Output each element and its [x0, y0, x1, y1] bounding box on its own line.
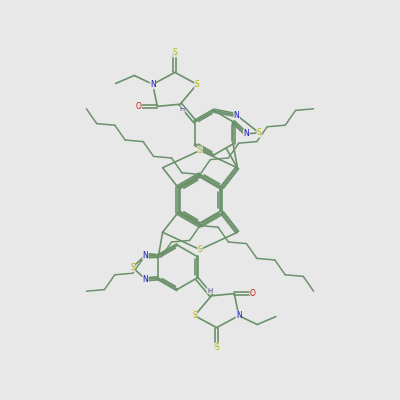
Text: S: S: [194, 80, 199, 89]
Text: O: O: [250, 289, 256, 298]
Text: O: O: [136, 102, 142, 111]
Text: N: N: [150, 80, 156, 89]
Text: S: S: [198, 146, 202, 155]
Text: N: N: [236, 311, 242, 320]
Text: S: S: [172, 48, 177, 57]
Text: S: S: [198, 245, 202, 254]
Text: N: N: [142, 250, 148, 260]
Text: N: N: [142, 275, 148, 284]
Text: S: S: [130, 263, 135, 272]
Text: S: S: [257, 128, 262, 137]
Text: S: S: [214, 343, 219, 352]
Text: N: N: [234, 111, 240, 120]
Text: S: S: [192, 311, 197, 320]
Text: H: H: [207, 288, 212, 294]
Text: H: H: [179, 106, 184, 112]
Text: N: N: [243, 129, 249, 138]
